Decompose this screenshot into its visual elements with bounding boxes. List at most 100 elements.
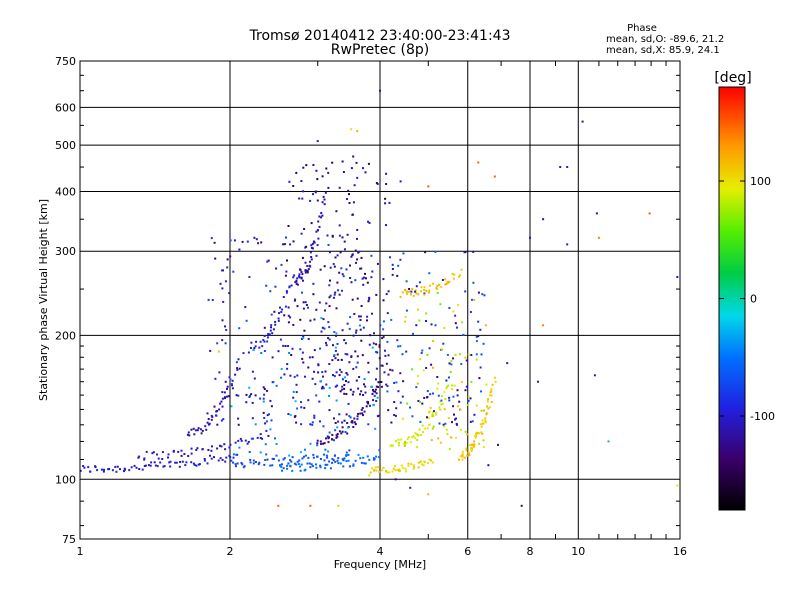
- data-point: [241, 463, 244, 466]
- data-point: [309, 199, 312, 202]
- data-point: [426, 416, 428, 419]
- data-point: [399, 345, 402, 348]
- data-point: [453, 384, 456, 387]
- data-point: [477, 320, 480, 323]
- data-point: [404, 467, 407, 470]
- data-point: [322, 425, 325, 428]
- data-point: [213, 456, 215, 459]
- data-point: [348, 193, 350, 196]
- data-point: [497, 443, 499, 446]
- data-point: [323, 453, 326, 456]
- data-point: [350, 281, 353, 284]
- data-point: [409, 441, 412, 444]
- data-point: [193, 463, 196, 466]
- data-point: [360, 256, 363, 259]
- data-point: [494, 380, 497, 383]
- data-point: [133, 464, 136, 467]
- data-point: [464, 389, 467, 392]
- data-point: [296, 283, 299, 286]
- data-point: [444, 422, 447, 425]
- data-point: [300, 401, 302, 404]
- data-point: [356, 415, 359, 418]
- data-point: [363, 410, 366, 413]
- data-point: [387, 373, 390, 376]
- data-point: [277, 504, 280, 507]
- data-point: [167, 453, 170, 456]
- data-point: [388, 471, 391, 474]
- data-point: [341, 458, 344, 461]
- data-point: [336, 254, 339, 257]
- data-point: [288, 352, 291, 354]
- data-point: [473, 445, 475, 448]
- data-point: [372, 342, 375, 345]
- data-point: [280, 465, 283, 468]
- data-point: [354, 423, 357, 426]
- data-point: [401, 353, 404, 356]
- data-point: [416, 433, 419, 436]
- y-tick-label: 500: [55, 139, 76, 152]
- data-point: [415, 285, 418, 288]
- data-point: [257, 242, 260, 245]
- data-point: [307, 268, 310, 271]
- data-point: [367, 423, 370, 426]
- data-point: [285, 290, 288, 293]
- data-point: [262, 411, 265, 414]
- data-point: [159, 461, 162, 464]
- data-point: [356, 418, 359, 421]
- data-point: [303, 406, 306, 409]
- data-point: [375, 293, 378, 296]
- data-point: [195, 464, 198, 467]
- x-axis-ticks: 1 2 4 6 8 10 16: [77, 61, 687, 558]
- data-point: [361, 354, 364, 357]
- data-point: [355, 161, 358, 164]
- data-point: [321, 385, 324, 388]
- data-point: [480, 353, 483, 356]
- chart-subtitle: RwPretec (8p): [331, 42, 429, 58]
- data-point: [454, 353, 457, 356]
- data-point: [448, 448, 451, 451]
- data-point: [253, 236, 256, 239]
- data-point: [220, 400, 223, 403]
- data-point: [455, 436, 457, 439]
- data-point: [119, 468, 121, 471]
- data-point: [465, 359, 468, 362]
- data-point: [361, 277, 364, 280]
- data-point: [328, 296, 331, 299]
- data-point: [138, 468, 141, 470]
- data-point: [336, 459, 339, 462]
- data-point: [360, 461, 363, 464]
- data-point: [431, 461, 434, 464]
- data-point: [481, 422, 484, 425]
- data-point: [270, 405, 273, 408]
- data-point: [417, 434, 420, 437]
- data-point: [452, 395, 455, 398]
- data-point: [482, 446, 485, 449]
- data-point: [401, 395, 404, 398]
- data-point: [469, 311, 472, 313]
- data-point: [232, 453, 235, 456]
- data-point: [167, 456, 169, 459]
- data-point: [426, 390, 429, 392]
- data-point: [415, 386, 418, 389]
- data-point: [386, 471, 389, 474]
- data-point: [103, 468, 105, 471]
- data-point: [192, 427, 195, 430]
- data-point: [423, 396, 426, 399]
- data-point: [144, 464, 147, 467]
- data-point: [411, 288, 414, 291]
- data-point: [226, 387, 228, 390]
- data-point: [375, 455, 378, 458]
- data-point: [312, 456, 315, 459]
- data-point: [390, 318, 393, 321]
- data-point: [248, 386, 251, 389]
- data-point: [357, 412, 359, 415]
- data-point: [414, 289, 417, 292]
- data-point: [449, 370, 452, 373]
- data-point: [436, 284, 439, 287]
- data-point: [336, 426, 339, 429]
- data-point: [423, 461, 426, 464]
- data-point: [292, 185, 295, 187]
- data-point: [278, 312, 280, 315]
- data-point: [322, 387, 325, 390]
- data-point: [143, 458, 146, 461]
